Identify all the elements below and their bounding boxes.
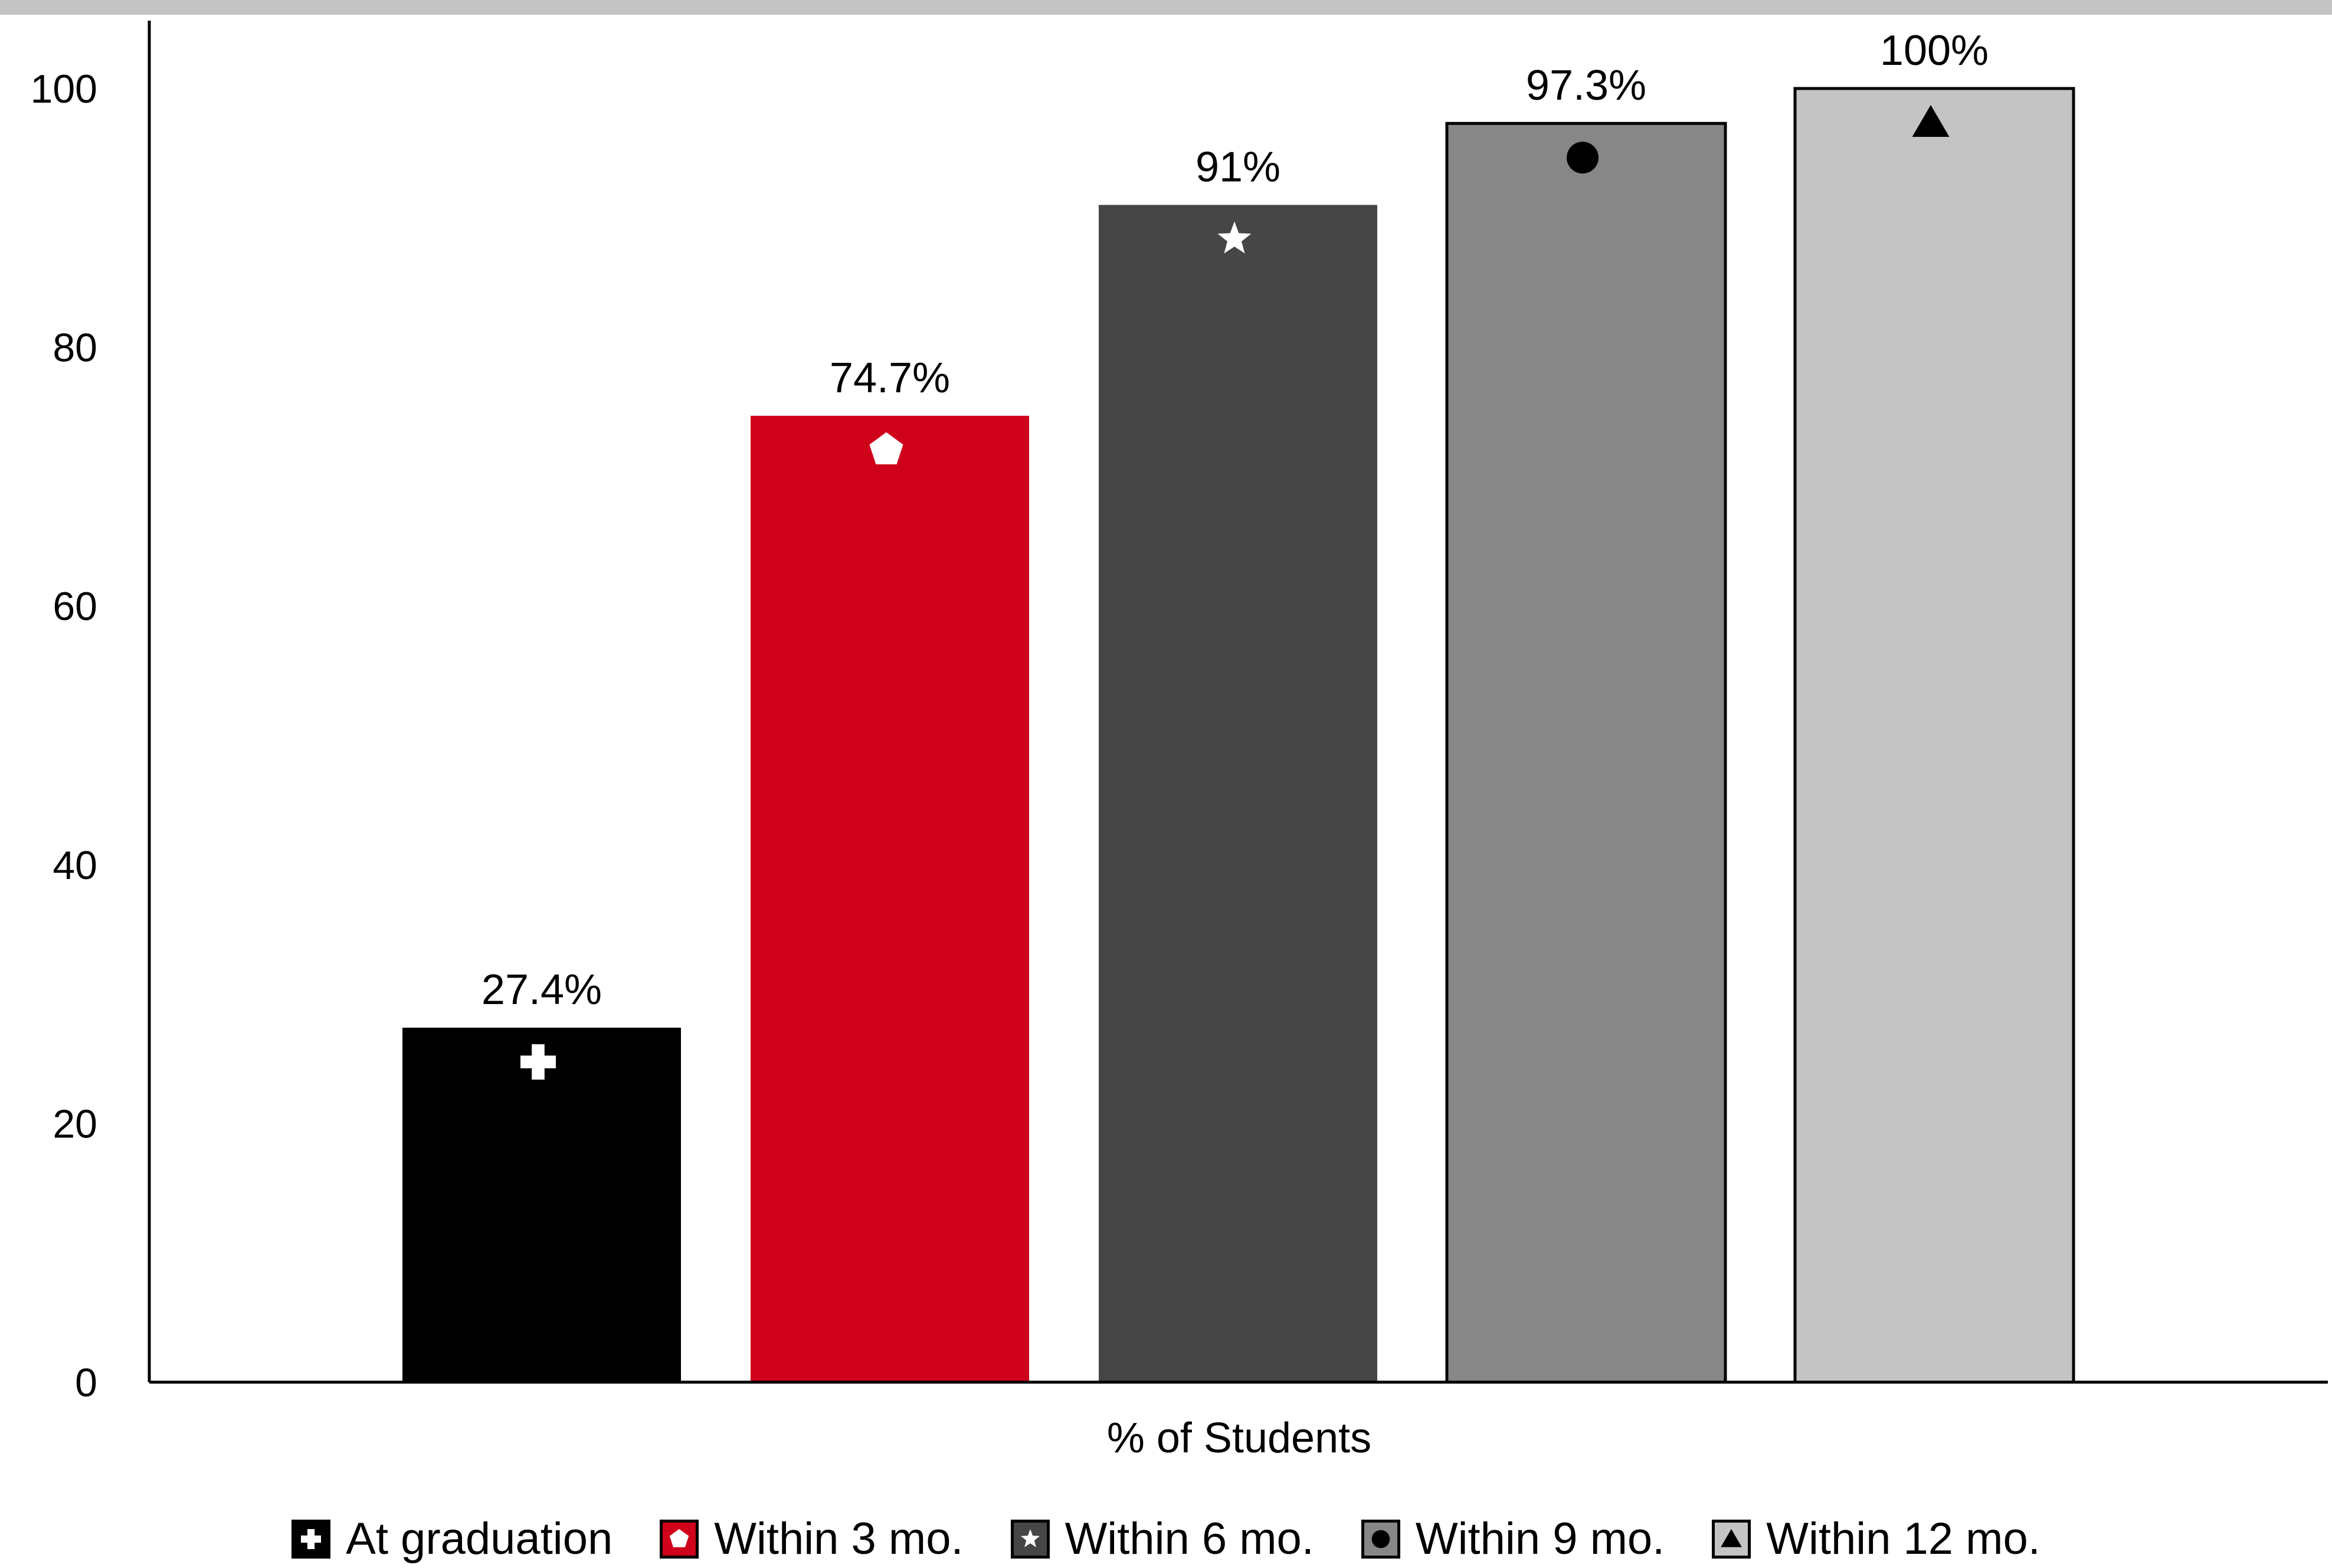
bar-chart: 0 20 40 60 80 100 27.4% 74.7% 91% 97.3% 100% % of…	[31, 21, 2328, 1462]
bar-group: 97.3%	[1445, 62, 1727, 1384]
bar	[751, 415, 1029, 1382]
bar-marker	[1912, 105, 1950, 137]
legend-item: Within 12 mo.	[1712, 1513, 2040, 1564]
bar-marker	[520, 1044, 556, 1080]
bar-marker	[1567, 142, 1599, 174]
legend-marker-icon	[1721, 1528, 1743, 1547]
legend-label: Within 3 mo.	[714, 1514, 964, 1564]
bar	[1099, 205, 1377, 1382]
y-tick-label: 60	[53, 584, 97, 629]
y-tick-label: 100	[31, 67, 97, 111]
data-label: 91%	[1196, 143, 1280, 191]
bar-group: 27.4%	[402, 966, 681, 1382]
bar	[1793, 87, 2075, 1384]
bar-group: 100%	[1793, 27, 2075, 1384]
top-border	[0, 0, 2332, 15]
y-tick-label: 20	[53, 1101, 97, 1146]
legend-label: Within 6 mo.	[1065, 1514, 1314, 1564]
y-tick-label: 0	[75, 1360, 97, 1405]
legend-label: Within 9 mo.	[1415, 1514, 1665, 1564]
legend: At graduation Within 3 mo. Within 6 mo. Wit…	[0, 1513, 2332, 1568]
bar	[402, 1028, 681, 1382]
bar-group: 74.7%	[751, 355, 1029, 1382]
legend-swatch	[660, 1519, 699, 1559]
bar-group: 91%	[1099, 143, 1377, 1382]
legend-marker-icon	[1020, 1528, 1040, 1547]
legend-item: Within 3 mo.	[660, 1513, 964, 1564]
legend-swatch	[1010, 1519, 1050, 1559]
data-label: 97.3%	[1526, 62, 1646, 109]
legend-label: Within 12 mo.	[1766, 1514, 2040, 1564]
legend-item: At graduation	[292, 1513, 613, 1564]
y-tick-label: 80	[53, 326, 97, 370]
legend-item: Within 9 mo.	[1361, 1513, 1665, 1564]
bar	[1445, 122, 1727, 1384]
legend-marker-icon	[301, 1528, 322, 1549]
x-axis-label: % of Students	[1107, 1415, 1371, 1462]
legend-swatch	[292, 1519, 331, 1559]
data-label: 27.4%	[482, 966, 602, 1013]
data-label: 100%	[1880, 27, 1989, 74]
legend-marker-icon	[1371, 1530, 1390, 1548]
bar-marker	[1217, 221, 1252, 254]
legend-marker-icon	[670, 1528, 689, 1547]
data-label: 74.7%	[830, 355, 950, 402]
legend-item: Within 6 mo.	[1010, 1513, 1314, 1564]
legend-label: At graduation	[346, 1514, 613, 1564]
bars: 27.4% 74.7% 91% 97.3% 100%	[402, 27, 2075, 1384]
y-tick-label: 40	[53, 843, 97, 888]
legend-swatch	[1712, 1519, 1751, 1559]
bar-marker	[869, 432, 903, 465]
legend-swatch	[1361, 1519, 1400, 1559]
y-axis-ticks: 0 20 40 60 80 100	[31, 67, 97, 1405]
